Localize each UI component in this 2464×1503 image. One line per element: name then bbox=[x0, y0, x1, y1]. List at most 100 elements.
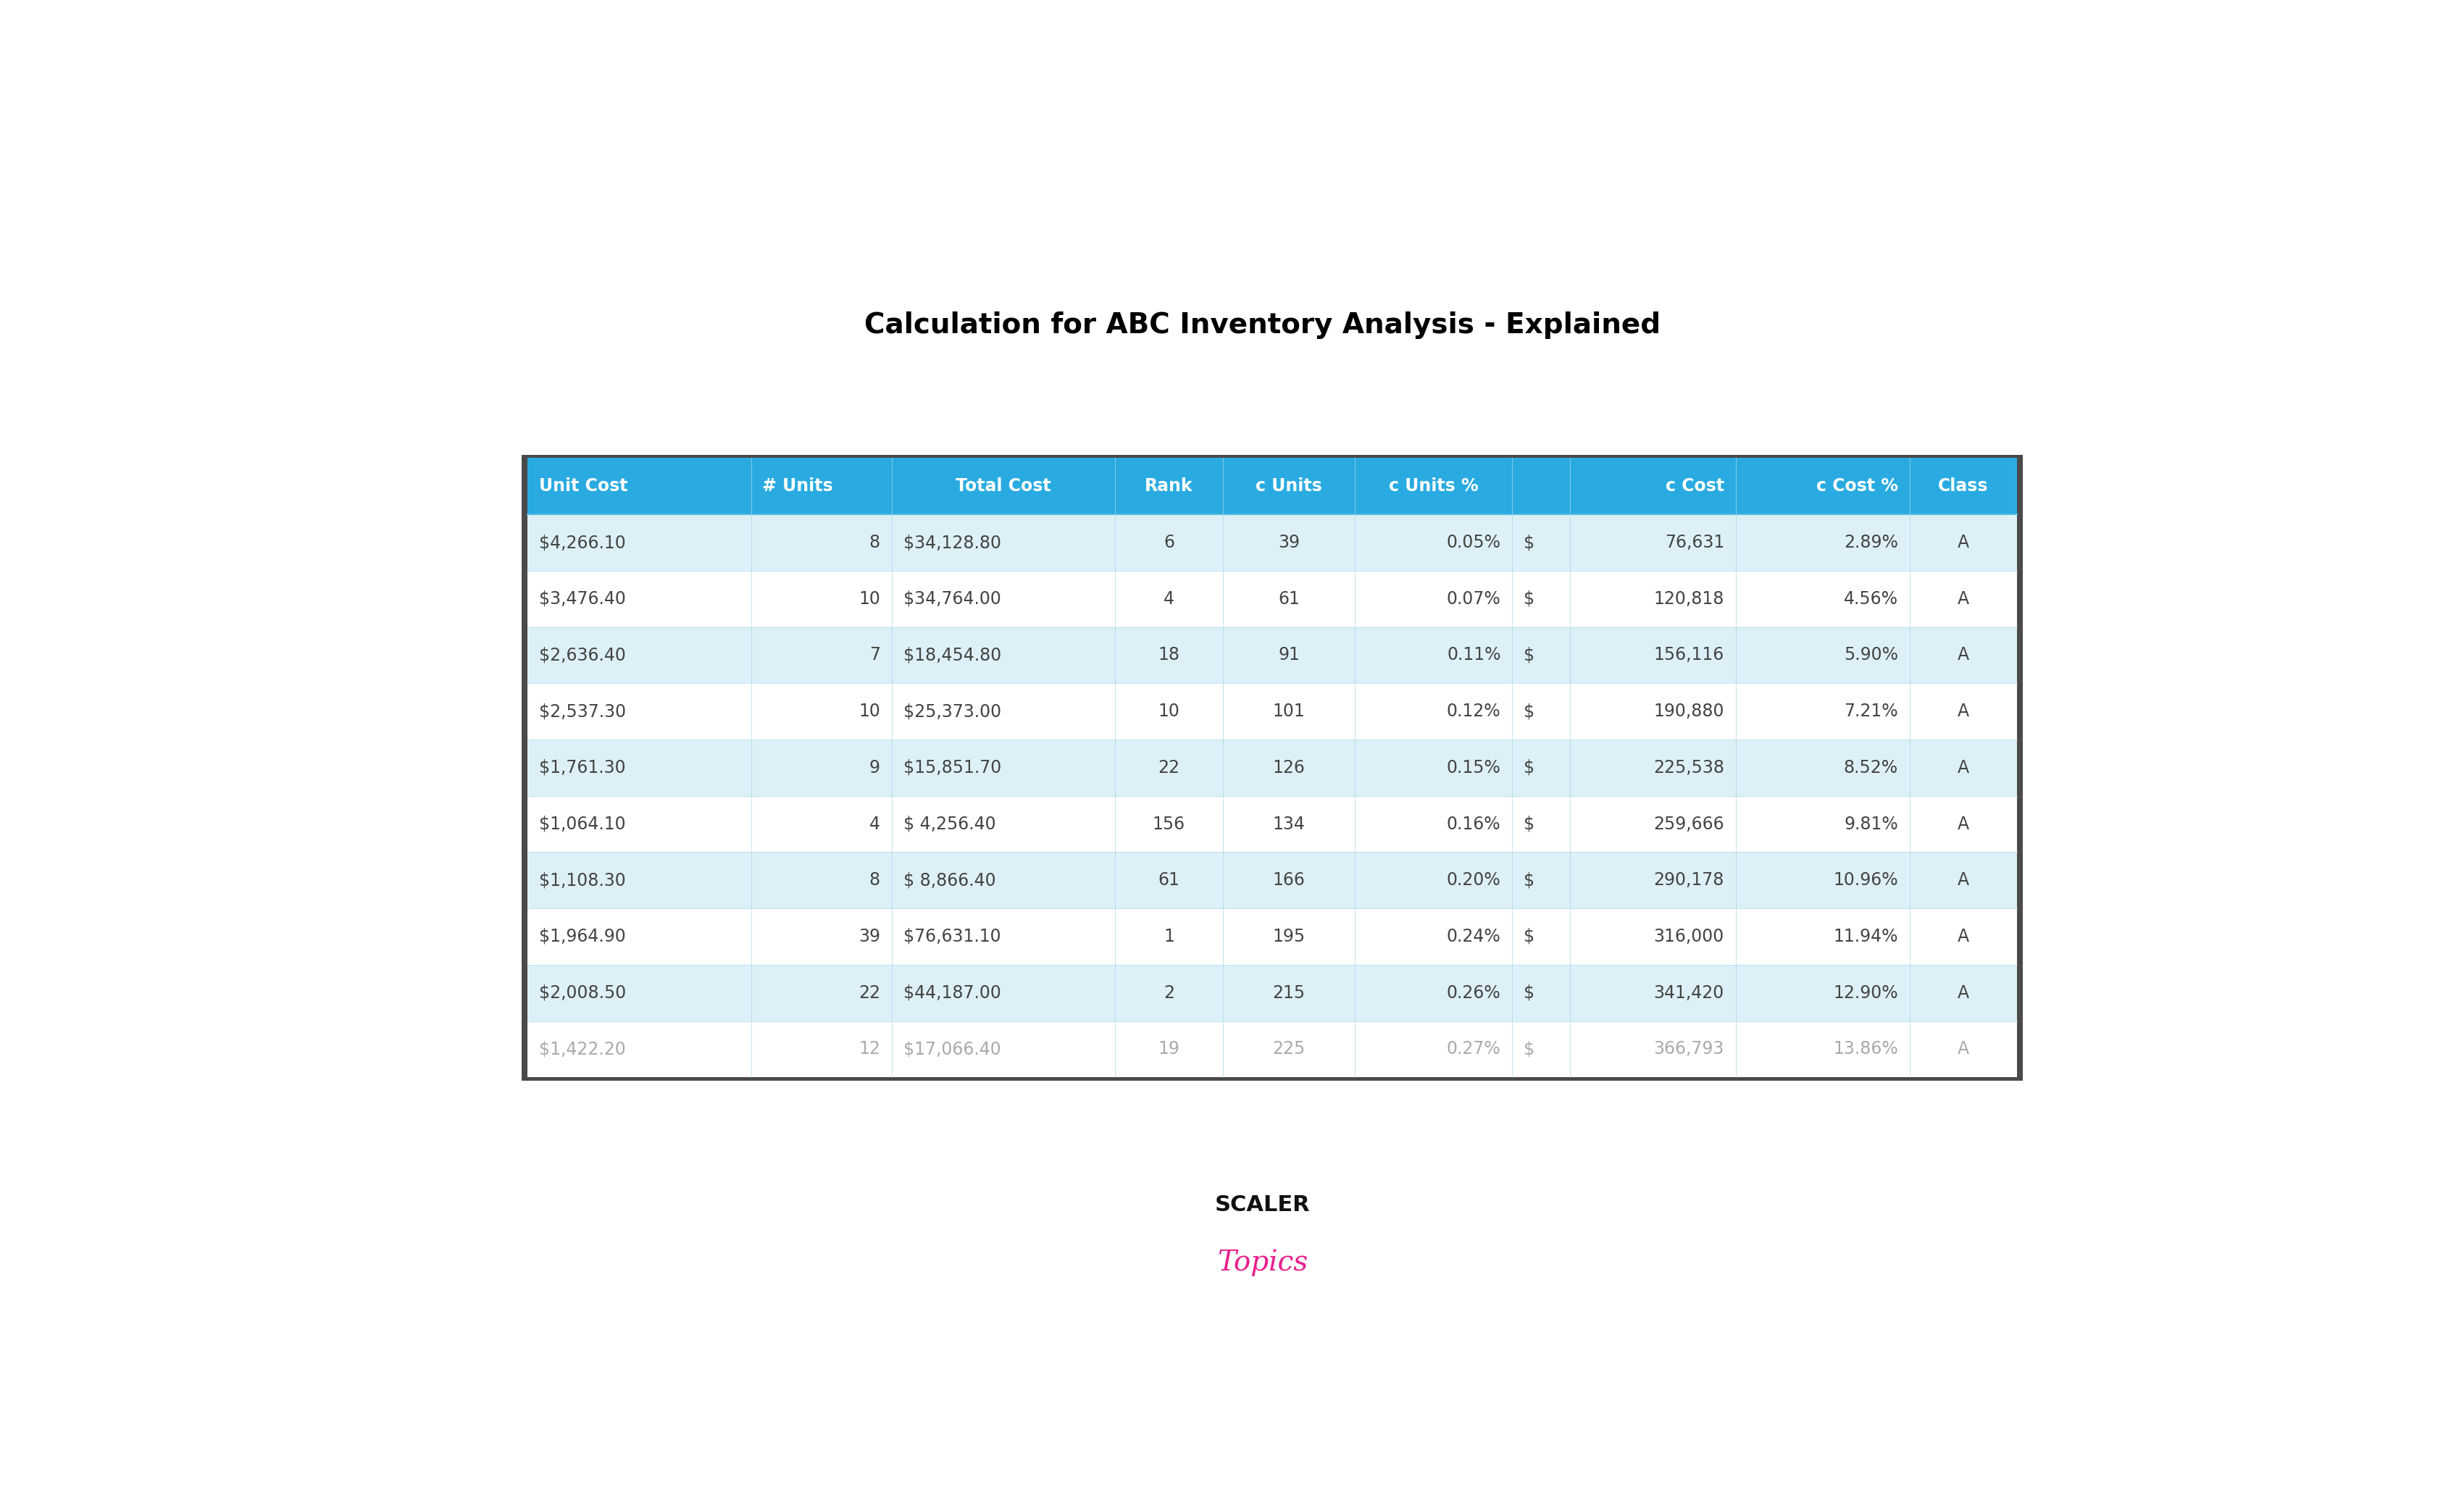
Text: 8.52%: 8.52% bbox=[1843, 759, 1897, 777]
Bar bbox=[527, 1021, 2018, 1078]
Text: $ 4,256.40: $ 4,256.40 bbox=[904, 815, 995, 833]
Text: 0.24%: 0.24% bbox=[1446, 927, 1501, 945]
Text: 2: 2 bbox=[1163, 984, 1175, 1001]
Text: 156,116: 156,116 bbox=[1653, 646, 1725, 664]
Text: 13.86%: 13.86% bbox=[1833, 1040, 1897, 1058]
Text: c Cost: c Cost bbox=[1666, 478, 1725, 494]
Text: 290,178: 290,178 bbox=[1653, 872, 1725, 888]
Text: 316,000: 316,000 bbox=[1653, 927, 1725, 945]
Text: A: A bbox=[1956, 759, 1969, 777]
Text: A: A bbox=[1956, 815, 1969, 833]
Text: $44,187.00: $44,187.00 bbox=[904, 984, 1000, 1001]
Text: $3,476.40: $3,476.40 bbox=[540, 591, 626, 607]
Text: 101: 101 bbox=[1274, 703, 1306, 720]
Bar bbox=[527, 627, 2018, 684]
Text: $34,764.00: $34,764.00 bbox=[904, 591, 1000, 607]
Text: 341,420: 341,420 bbox=[1653, 984, 1725, 1001]
Text: A: A bbox=[1956, 872, 1969, 888]
Text: $25,373.00: $25,373.00 bbox=[904, 703, 1000, 720]
Text: $: $ bbox=[1523, 927, 1535, 945]
Text: $: $ bbox=[1523, 534, 1535, 552]
Bar bbox=[527, 684, 2018, 739]
Text: A: A bbox=[1956, 1040, 1969, 1058]
Text: 366,793: 366,793 bbox=[1653, 1040, 1725, 1058]
Text: A: A bbox=[1956, 591, 1969, 607]
Text: 4: 4 bbox=[870, 815, 880, 833]
Text: Unit Cost: Unit Cost bbox=[540, 478, 628, 494]
Text: $1,108.30: $1,108.30 bbox=[540, 872, 626, 888]
Bar bbox=[527, 797, 2018, 852]
Text: 166: 166 bbox=[1271, 872, 1306, 888]
Bar bbox=[527, 514, 2018, 571]
Text: 61: 61 bbox=[1279, 591, 1299, 607]
Text: $1,761.30: $1,761.30 bbox=[540, 759, 626, 777]
Text: c Cost %: c Cost % bbox=[1816, 478, 1897, 494]
Text: 0.16%: 0.16% bbox=[1446, 815, 1501, 833]
Text: 4: 4 bbox=[1163, 591, 1175, 607]
Text: 190,880: 190,880 bbox=[1653, 703, 1725, 720]
Text: 76,631: 76,631 bbox=[1666, 534, 1725, 552]
Text: $ 8,866.40: $ 8,866.40 bbox=[904, 872, 995, 888]
Text: Total Cost: Total Cost bbox=[956, 478, 1052, 494]
Bar bbox=[527, 739, 2018, 797]
Text: $2,636.40: $2,636.40 bbox=[540, 646, 626, 664]
Text: $2,008.50: $2,008.50 bbox=[540, 984, 626, 1001]
Text: 0.20%: 0.20% bbox=[1446, 872, 1501, 888]
Text: 39: 39 bbox=[1279, 534, 1301, 552]
Text: 195: 195 bbox=[1271, 927, 1306, 945]
Text: $: $ bbox=[1523, 815, 1535, 833]
Text: 0.27%: 0.27% bbox=[1446, 1040, 1501, 1058]
Text: 10: 10 bbox=[857, 703, 880, 720]
Text: $: $ bbox=[1523, 984, 1535, 1001]
Text: 0.12%: 0.12% bbox=[1446, 703, 1501, 720]
Text: 134: 134 bbox=[1271, 815, 1306, 833]
Text: $4,266.10: $4,266.10 bbox=[540, 534, 626, 552]
Text: 0.11%: 0.11% bbox=[1446, 646, 1501, 664]
Text: Class: Class bbox=[1939, 478, 1988, 494]
Bar bbox=[527, 458, 2018, 514]
Text: 120,818: 120,818 bbox=[1653, 591, 1725, 607]
Text: 1: 1 bbox=[1163, 927, 1175, 945]
Text: $15,851.70: $15,851.70 bbox=[904, 759, 1000, 777]
Text: SCALER: SCALER bbox=[1215, 1193, 1311, 1214]
Text: 12.90%: 12.90% bbox=[1833, 984, 1897, 1001]
Text: 8: 8 bbox=[870, 534, 880, 552]
Text: # Units: # Units bbox=[761, 478, 833, 494]
Text: 0.07%: 0.07% bbox=[1446, 591, 1501, 607]
Text: 22: 22 bbox=[1158, 759, 1180, 777]
Text: 12: 12 bbox=[857, 1040, 880, 1058]
Text: $: $ bbox=[1523, 703, 1535, 720]
Text: 10: 10 bbox=[857, 591, 880, 607]
Text: A: A bbox=[1956, 984, 1969, 1001]
Bar bbox=[527, 571, 2018, 627]
Text: 61: 61 bbox=[1158, 872, 1180, 888]
Text: $1,422.20: $1,422.20 bbox=[540, 1040, 626, 1058]
Text: A: A bbox=[1956, 927, 1969, 945]
Text: 7: 7 bbox=[870, 646, 880, 664]
Text: $34,128.80: $34,128.80 bbox=[904, 534, 1000, 552]
Text: 7.21%: 7.21% bbox=[1843, 703, 1897, 720]
Text: 4.56%: 4.56% bbox=[1843, 591, 1897, 607]
Text: 259,666: 259,666 bbox=[1653, 815, 1725, 833]
Text: 2.89%: 2.89% bbox=[1843, 534, 1897, 552]
Text: $17,066.40: $17,066.40 bbox=[904, 1040, 1000, 1058]
Text: A: A bbox=[1956, 534, 1969, 552]
Text: 0.26%: 0.26% bbox=[1446, 984, 1501, 1001]
Bar bbox=[527, 908, 2018, 965]
Text: 22: 22 bbox=[857, 984, 880, 1001]
Text: 126: 126 bbox=[1271, 759, 1306, 777]
Text: 10.96%: 10.96% bbox=[1833, 872, 1897, 888]
Text: $76,631.10: $76,631.10 bbox=[904, 927, 1000, 945]
Text: 10: 10 bbox=[1158, 703, 1180, 720]
Text: 8: 8 bbox=[870, 872, 880, 888]
Text: 0.15%: 0.15% bbox=[1446, 759, 1501, 777]
Text: $: $ bbox=[1523, 591, 1535, 607]
Text: A: A bbox=[1956, 703, 1969, 720]
Text: 215: 215 bbox=[1271, 984, 1306, 1001]
Text: 9.81%: 9.81% bbox=[1843, 815, 1897, 833]
Text: 18: 18 bbox=[1158, 646, 1180, 664]
Text: $: $ bbox=[1523, 759, 1535, 777]
Text: $: $ bbox=[1523, 646, 1535, 664]
Text: 225,538: 225,538 bbox=[1653, 759, 1725, 777]
Text: $1,064.10: $1,064.10 bbox=[540, 815, 626, 833]
